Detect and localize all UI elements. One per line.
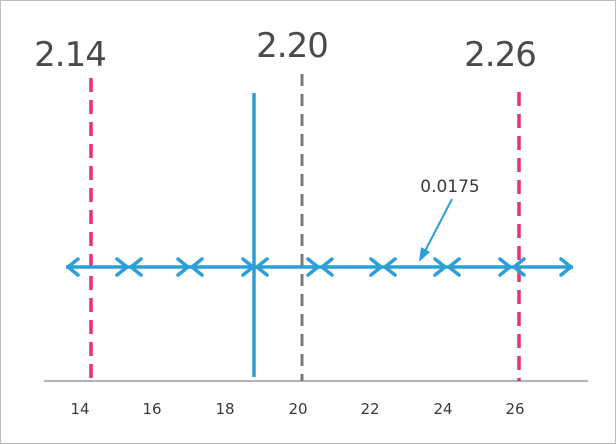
tick-label-26: 26: [505, 400, 524, 418]
tick-label-22: 22: [360, 400, 379, 418]
interval-arrowhead-right: [433, 257, 447, 277]
interval-arrowhead-right: [498, 257, 512, 277]
interval-pointer-arrowhead: [419, 247, 430, 262]
tick-label-16: 16: [142, 400, 161, 418]
tick-label-14: 14: [70, 400, 89, 418]
interval-arrowhead-left: [129, 257, 143, 277]
interval-arrowhead-right: [559, 257, 573, 277]
tick-label-18: 18: [215, 400, 234, 418]
interval-arrowhead-right: [241, 257, 255, 277]
interval-arrowhead-left: [255, 257, 269, 277]
interval-arrowhead-right: [369, 257, 383, 277]
interval-arrowhead-left: [66, 257, 80, 277]
tick-label-20: 20: [288, 400, 307, 418]
interval-arrowhead-right: [306, 257, 320, 277]
interval-arrows: [66, 257, 573, 277]
interval-arrowhead-left: [320, 257, 334, 277]
center-value-label: 2.20: [256, 26, 328, 66]
tick-label-24: 24: [433, 400, 452, 418]
interval-arrowhead-left: [512, 257, 526, 277]
interval-arrowhead-left: [190, 257, 204, 277]
upper-bound-label: 2.26: [464, 35, 536, 75]
interval-arrowhead-left: [447, 257, 461, 277]
interval-arrowhead-left: [383, 257, 397, 277]
interval-arrowhead-right: [115, 257, 129, 277]
interval-pointer-line: [423, 198, 453, 254]
interval-arrowhead-right: [176, 257, 190, 277]
interval-width-label: 0.0175: [420, 177, 479, 197]
lower-bound-label: 2.14: [34, 35, 106, 75]
